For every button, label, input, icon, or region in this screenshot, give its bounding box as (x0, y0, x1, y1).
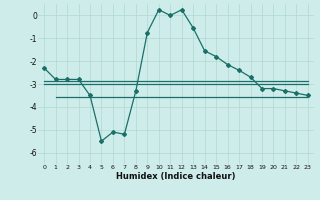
X-axis label: Humidex (Indice chaleur): Humidex (Indice chaleur) (116, 172, 236, 181)
